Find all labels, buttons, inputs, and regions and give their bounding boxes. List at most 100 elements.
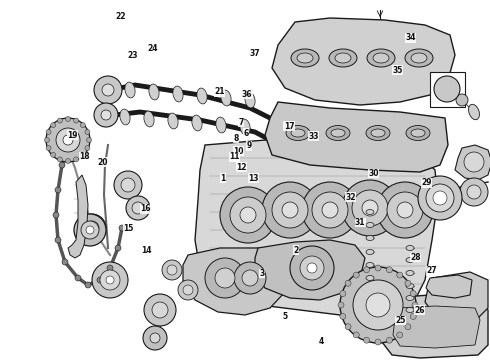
Ellipse shape <box>411 53 427 63</box>
Circle shape <box>144 294 176 326</box>
Text: 9: 9 <box>246 141 251 150</box>
Ellipse shape <box>373 53 389 63</box>
Circle shape <box>97 277 103 283</box>
Circle shape <box>115 245 121 251</box>
Circle shape <box>57 118 62 123</box>
Ellipse shape <box>297 53 313 63</box>
Circle shape <box>114 171 142 199</box>
Circle shape <box>377 182 433 238</box>
Ellipse shape <box>371 129 385 137</box>
Text: 8: 8 <box>234 134 239 143</box>
Ellipse shape <box>240 119 250 135</box>
Circle shape <box>150 333 160 343</box>
Circle shape <box>405 324 411 330</box>
Circle shape <box>345 324 351 330</box>
Ellipse shape <box>149 84 159 100</box>
Ellipse shape <box>192 115 202 131</box>
Circle shape <box>220 187 276 243</box>
Circle shape <box>102 84 114 96</box>
Circle shape <box>345 280 351 286</box>
Circle shape <box>426 184 454 212</box>
Circle shape <box>85 221 99 235</box>
Ellipse shape <box>406 307 414 312</box>
Circle shape <box>282 202 298 218</box>
Text: 30: 30 <box>368 169 379 178</box>
Circle shape <box>230 197 266 233</box>
Circle shape <box>300 256 324 280</box>
Circle shape <box>59 162 65 168</box>
Circle shape <box>57 157 62 162</box>
Circle shape <box>362 200 378 216</box>
Circle shape <box>80 123 85 128</box>
Ellipse shape <box>366 235 374 240</box>
Ellipse shape <box>406 246 414 251</box>
Ellipse shape <box>197 88 207 104</box>
Polygon shape <box>272 18 455 105</box>
Circle shape <box>464 152 484 172</box>
Circle shape <box>101 110 111 120</box>
Circle shape <box>46 118 90 162</box>
Text: 1: 1 <box>220 174 225 183</box>
Polygon shape <box>426 275 472 298</box>
Circle shape <box>143 326 167 350</box>
Polygon shape <box>455 145 490 180</box>
Text: 4: 4 <box>318 338 323 346</box>
Circle shape <box>132 202 144 214</box>
Circle shape <box>183 285 193 295</box>
Circle shape <box>307 263 317 273</box>
Text: 17: 17 <box>284 122 294 131</box>
Circle shape <box>410 291 416 297</box>
Ellipse shape <box>216 117 226 133</box>
Text: 25: 25 <box>395 316 406 325</box>
Circle shape <box>366 293 390 317</box>
Circle shape <box>410 314 416 319</box>
Ellipse shape <box>291 129 305 137</box>
Circle shape <box>85 282 91 288</box>
Circle shape <box>353 280 403 330</box>
Ellipse shape <box>366 289 374 294</box>
Ellipse shape <box>367 49 395 67</box>
Text: 16: 16 <box>140 204 151 213</box>
Circle shape <box>272 192 308 228</box>
Circle shape <box>152 302 168 318</box>
Text: 27: 27 <box>426 266 437 275</box>
Text: 32: 32 <box>345 193 356 202</box>
Bar <box>430 72 465 107</box>
Circle shape <box>50 152 56 157</box>
Text: 36: 36 <box>242 90 252 99</box>
Polygon shape <box>195 138 438 318</box>
Text: 23: 23 <box>127 51 138 60</box>
Ellipse shape <box>125 82 135 98</box>
Circle shape <box>352 190 388 226</box>
Ellipse shape <box>411 129 425 137</box>
Circle shape <box>78 214 106 242</box>
Circle shape <box>405 280 411 286</box>
Circle shape <box>53 212 59 218</box>
Circle shape <box>162 260 182 280</box>
Ellipse shape <box>366 275 374 280</box>
Ellipse shape <box>468 104 479 120</box>
Circle shape <box>322 202 338 218</box>
Ellipse shape <box>406 257 414 262</box>
Circle shape <box>364 267 369 273</box>
Ellipse shape <box>173 86 183 102</box>
Circle shape <box>85 145 90 150</box>
Circle shape <box>434 76 460 102</box>
Circle shape <box>467 185 481 199</box>
Text: 33: 33 <box>308 132 319 141</box>
Text: 6: 6 <box>244 129 248 138</box>
Ellipse shape <box>366 302 374 307</box>
Circle shape <box>50 123 56 128</box>
Text: 20: 20 <box>98 158 108 166</box>
Circle shape <box>387 337 392 343</box>
Polygon shape <box>393 306 480 348</box>
Circle shape <box>85 130 90 135</box>
Circle shape <box>397 272 403 278</box>
Circle shape <box>340 314 346 319</box>
Circle shape <box>87 138 92 143</box>
Ellipse shape <box>366 249 374 255</box>
Text: 24: 24 <box>147 44 158 53</box>
Text: 14: 14 <box>141 246 151 255</box>
Text: 28: 28 <box>410 253 421 262</box>
Text: 2: 2 <box>294 246 299 255</box>
